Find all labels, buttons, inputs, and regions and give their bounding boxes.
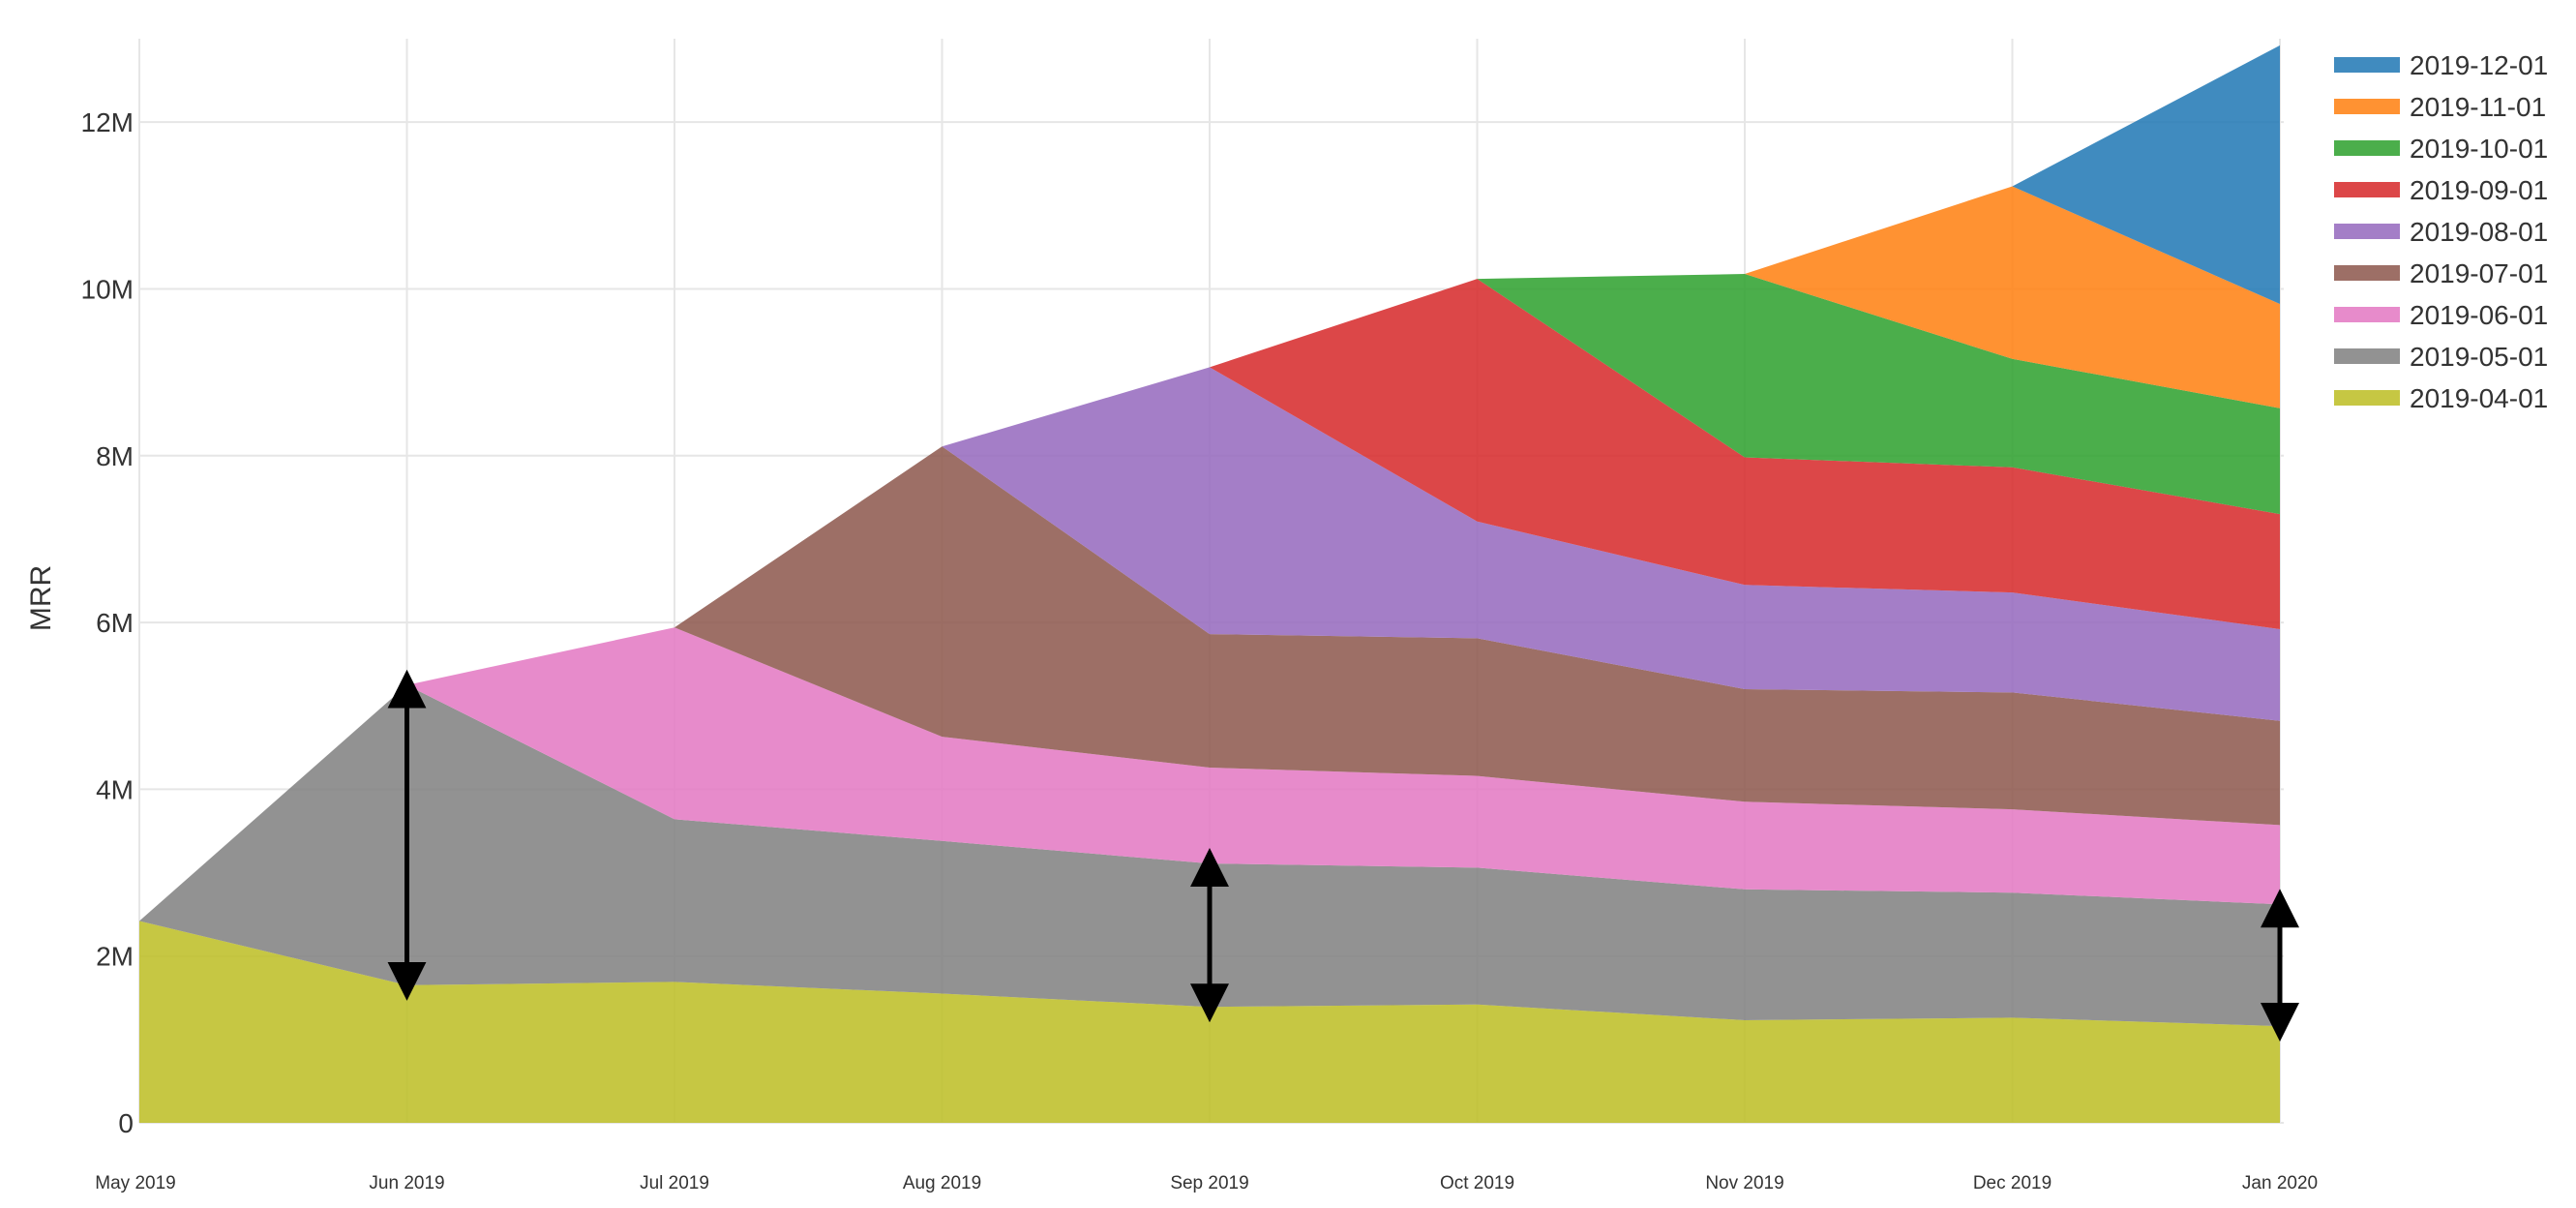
legend-item[interactable]: 2019-09-01 [2334,175,2548,205]
legend-swatch [2334,390,2400,406]
area-series [139,684,2280,1027]
x-tick-label: Jan 2020 [2242,1173,2318,1193]
area-series [2012,45,2280,305]
y-tick-label: 8M [96,441,134,471]
legend-swatch [2334,224,2400,239]
legend-item[interactable]: 2019-04-01 [2334,383,2548,413]
area-series [674,446,2280,826]
y-tick-label: 0 [118,1108,134,1138]
x-tick-label: Sep 2019 [1170,1173,1248,1193]
y-tick-label: 6M [96,608,134,638]
legend-swatch [2334,57,2400,73]
legend-item[interactable]: 2019-10-01 [2334,134,2548,164]
legend-swatch [2334,140,2400,156]
x-tick-label: Dec 2019 [1973,1173,2052,1193]
area-series [406,627,2280,905]
legend-swatch [2334,348,2400,364]
legend[interactable]: 2019-12-01 2019-11-01 2019-10-01 2019-09-01… [2334,50,2548,413]
legend-label: 2019-12-01 [2410,50,2548,80]
legend-label: 2019-09-01 [2410,175,2548,205]
legend-item[interactable]: 2019-05-01 [2334,342,2548,372]
x-tick-label: Oct 2019 [1440,1173,1514,1193]
legend-swatch [2334,265,2400,281]
legend-item[interactable]: 2019-07-01 [2334,258,2548,288]
legend-swatch [2334,99,2400,114]
x-tick-label: Jul 2019 [640,1173,709,1193]
legend-label: 2019-10-01 [2410,134,2548,164]
y-tick-label: 2M [96,942,134,972]
area-series [1477,274,2280,515]
y-tick-label: 12M [81,107,134,137]
x-tick-label: Nov 2019 [1705,1173,1783,1193]
legend-label: 2019-07-01 [2410,258,2548,288]
legend-label: 2019-06-01 [2410,300,2548,330]
x-tick-label: Aug 2019 [903,1173,981,1193]
legend-label: 2019-05-01 [2410,342,2548,372]
x-tick-label: Jun 2019 [369,1173,444,1193]
area-series [1745,186,2280,408]
y-axis: 0 2M 4M 6M 8M 10M 12M [81,107,134,1138]
area-series [942,367,2280,721]
x-tick-label: May 2019 [95,1173,175,1193]
annotations [387,669,2299,1042]
legend-label: 2019-11-01 [2410,92,2546,122]
x-axis: May 2019 Jun 2019 Jul 2019 Aug 2019 Sep 2019… [95,1173,2318,1193]
legend-item[interactable]: 2019-12-01 [2334,50,2548,80]
area-series [1210,279,2280,629]
y-axis-label: MRR [25,565,57,631]
legend-swatch [2334,307,2400,322]
legend-label: 2019-08-01 [2410,217,2548,247]
y-tick-label: 4M [96,774,134,804]
legend-item[interactable]: 2019-11-01 [2334,92,2546,122]
legend-label: 2019-04-01 [2410,383,2548,413]
y-tick-label: 10M [81,274,134,304]
legend-item[interactable]: 2019-06-01 [2334,300,2548,330]
legend-swatch [2334,182,2400,197]
legend-item[interactable]: 2019-08-01 [2334,217,2548,247]
